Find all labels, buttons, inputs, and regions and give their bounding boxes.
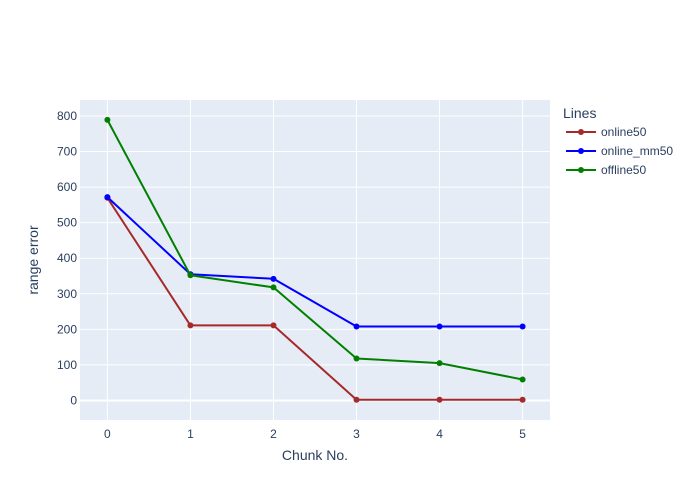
data-point [270,284,277,291]
y-tick-label: 0 [70,393,77,407]
y-tick-label: 200 [57,322,77,336]
data-point [436,396,443,403]
x-tick-label: 0 [104,427,111,441]
data-point [270,322,277,329]
legend-items: online50 online_mm50 offline50 [566,125,673,177]
data-point [353,323,360,330]
series-offline50 [104,116,526,383]
data-point [104,116,111,123]
data-point [104,194,111,201]
data-point [519,323,526,330]
legend-item: online50 [566,125,647,139]
data-point [519,396,526,403]
data-point [353,396,360,403]
legend: Lines online50 online_mm50 offline50 [563,105,673,177]
legend-swatch-marker [578,148,584,154]
data-point [270,275,277,282]
series-line [106,119,523,381]
data-point [436,360,443,367]
x-tick-label: 2 [270,427,277,441]
x-axis-title: Chunk No. [282,447,348,463]
y-axis-ticks: 0 100 200 300 400 500 600 700 800 [57,109,77,407]
x-tick-label: 5 [519,427,526,441]
data-point [519,376,526,383]
y-tick-label: 600 [57,180,77,194]
legend-swatch-marker [578,129,584,135]
series-line [106,197,523,401]
series-online_mm50 [104,194,526,330]
x-tick-label: 1 [187,427,194,441]
legend-title: Lines [563,105,596,121]
y-tick-label: 100 [57,358,77,372]
legend-swatch-marker [578,167,584,173]
plot-area [80,100,550,420]
y-tick-label: 400 [57,251,77,265]
y-tick-label: 700 [57,145,77,159]
y-tick-label: 300 [57,287,77,301]
x-tick-label: 4 [436,427,443,441]
series-group [104,116,526,403]
data-point [187,322,194,329]
legend-label: offline50 [601,163,646,177]
data-point [353,355,360,362]
y-axis-title: range error [25,225,41,295]
data-point [436,323,443,330]
legend-label: online_mm50 [601,144,673,158]
x-tick-label: 3 [353,427,360,441]
data-point [187,272,194,279]
series-line [106,196,523,328]
legend-label: online50 [601,125,647,139]
grid-lines [80,100,550,420]
y-tick-label: 500 [57,216,77,230]
legend-item: online_mm50 [566,144,673,158]
legend-item: offline50 [566,163,646,177]
x-axis-ticks: 0 1 2 3 4 5 [104,427,526,441]
y-tick-label: 800 [57,109,77,123]
